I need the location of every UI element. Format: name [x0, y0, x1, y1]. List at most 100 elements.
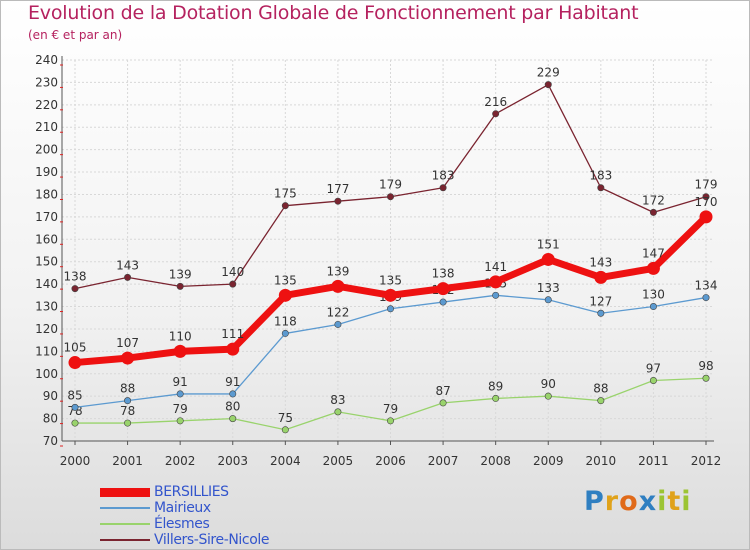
data-label: 151 [537, 237, 560, 251]
data-point [176, 417, 184, 425]
data-label: 118 [274, 314, 297, 328]
data-point [649, 303, 657, 311]
data-point [229, 280, 237, 288]
legend-swatch [100, 487, 150, 497]
legend-item: Élesmes [100, 516, 340, 532]
data-point [176, 390, 184, 398]
data-label: 141 [484, 260, 507, 274]
logo-letter: o [619, 486, 639, 517]
data-point [331, 279, 345, 293]
data-point [439, 399, 447, 407]
data-label: 175 [274, 187, 297, 201]
data-point [124, 397, 132, 405]
data-point [334, 408, 342, 416]
data-point [121, 351, 135, 365]
data-label: 138 [64, 270, 87, 284]
data-point [646, 261, 660, 275]
x-tick-label: 2006 [375, 454, 406, 468]
data-point [226, 342, 240, 356]
y-tick-label: 140 [35, 277, 58, 291]
data-point [649, 376, 657, 384]
data-point [334, 320, 342, 328]
x-tick-label: 2000 [60, 454, 91, 468]
y-tick-label: 220 [35, 98, 58, 112]
data-point [334, 197, 342, 205]
data-label: 134 [695, 279, 718, 293]
data-label: 135 [379, 273, 402, 287]
data-label: 133 [537, 281, 560, 295]
data-label: 216 [484, 95, 507, 109]
y-tick-label: 190 [35, 165, 58, 179]
data-point [541, 252, 555, 266]
data-point [699, 210, 713, 224]
data-label: 143 [116, 258, 139, 272]
x-tick-label: 2002 [165, 454, 196, 468]
data-label: 91 [225, 375, 240, 389]
data-label: 122 [326, 305, 349, 319]
data-label: 143 [589, 255, 612, 269]
logo-letter: r [604, 486, 620, 517]
y-tick-label: 90 [43, 389, 58, 403]
data-point [597, 184, 605, 192]
legend-swatch [100, 523, 150, 525]
data-point [489, 275, 503, 289]
data-point [281, 329, 289, 337]
data-label: 79 [383, 402, 398, 416]
data-label: 107 [116, 336, 139, 350]
data-label: 170 [695, 195, 718, 209]
data-point [702, 294, 710, 302]
data-label: 79 [173, 402, 188, 416]
data-point [649, 208, 657, 216]
legend-item: BERSILLIES [100, 484, 340, 500]
y-tick-label: 70 [43, 434, 58, 448]
logo-letter: P [584, 486, 605, 517]
data-label: 89 [488, 379, 503, 393]
data-point [544, 296, 552, 304]
data-point [124, 419, 132, 427]
data-point [386, 305, 394, 313]
data-label: 138 [432, 267, 455, 281]
data-label: 139 [326, 264, 349, 278]
data-point [71, 285, 79, 293]
data-point [281, 426, 289, 434]
data-label: 88 [593, 382, 608, 396]
y-tick-label: 80 [43, 412, 58, 426]
data-point [436, 282, 450, 296]
data-label: 140 [221, 265, 244, 279]
y-tick-label: 170 [35, 210, 58, 224]
legend-item: Mairieux [100, 500, 340, 516]
data-label: 135 [274, 273, 297, 287]
x-tick-label: 2001 [112, 454, 143, 468]
legend-label: Élesmes [154, 516, 210, 532]
chart-title: Evolution de la Dotation Globale de Fonc… [28, 2, 639, 24]
y-tick-label: 160 [35, 232, 58, 246]
data-point [594, 270, 608, 284]
data-point [597, 397, 605, 405]
data-point [173, 344, 187, 358]
data-point [492, 394, 500, 402]
x-tick-label: 2011 [638, 454, 669, 468]
data-label: 183 [589, 169, 612, 183]
x-tick-label: 2004 [270, 454, 301, 468]
y-tick-label: 230 [35, 75, 58, 89]
logo-letter: x [638, 486, 658, 517]
x-tick-label: 2007 [428, 454, 459, 468]
data-label: 172 [642, 193, 665, 207]
data-label: 80 [225, 400, 240, 414]
data-label: 179 [379, 178, 402, 192]
logo-letter: t [667, 486, 682, 517]
data-label: 177 [326, 182, 349, 196]
data-point [68, 356, 82, 370]
data-point [386, 417, 394, 425]
data-label: 97 [646, 361, 661, 375]
data-label: 75 [278, 411, 293, 425]
x-tick-label: 2010 [586, 454, 617, 468]
legend-swatch [100, 539, 150, 541]
y-tick-label: 110 [35, 344, 58, 358]
data-label: 179 [695, 178, 718, 192]
data-point [702, 193, 710, 201]
data-point [492, 291, 500, 299]
data-point [439, 184, 447, 192]
data-point [386, 193, 394, 201]
x-tick-label: 2003 [217, 454, 248, 468]
